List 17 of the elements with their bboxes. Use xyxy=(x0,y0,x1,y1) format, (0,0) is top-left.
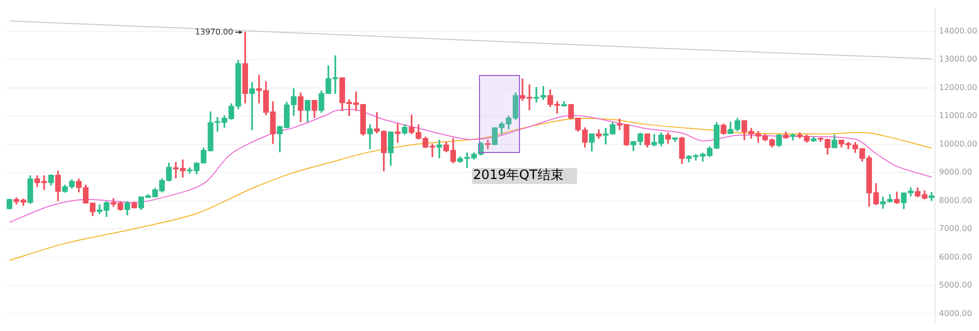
y-tick-label: 13000.00 xyxy=(939,54,978,64)
y-tick-label: 10000.00 xyxy=(939,139,978,148)
y-tick-label: 6000.00 xyxy=(939,252,972,262)
y-tick-label: 5000.00 xyxy=(939,280,972,290)
y-tick-label: 11000.00 xyxy=(939,111,978,120)
line-series xyxy=(8,20,932,60)
y-tick-label: 4000.00 xyxy=(939,308,972,318)
y-tick-label: 14000.00 xyxy=(939,26,978,36)
annotation: 13970.00 xyxy=(195,27,234,36)
y-tick-label: 7000.00 xyxy=(939,224,972,234)
y-tick-label: 9000.00 xyxy=(939,168,972,177)
y-tick-label: 8000.00 xyxy=(939,196,972,205)
annotation: 2019年QT结束 xyxy=(472,168,577,184)
line-series xyxy=(8,118,932,261)
line-series xyxy=(8,108,932,223)
y-tick-label: 12000.00 xyxy=(939,82,978,92)
candlestick xyxy=(367,124,373,150)
